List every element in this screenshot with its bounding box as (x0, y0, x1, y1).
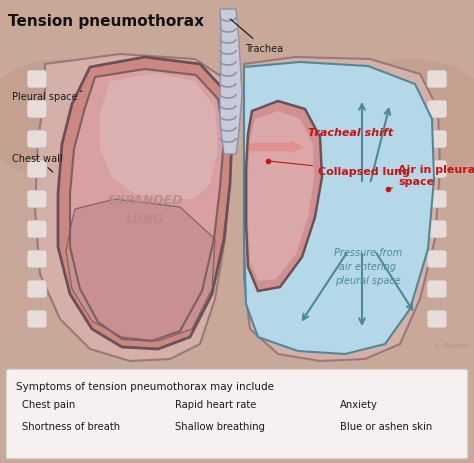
Polygon shape (66, 200, 215, 341)
Text: Shallow breathing: Shallow breathing (175, 421, 265, 431)
FancyBboxPatch shape (427, 281, 447, 298)
FancyBboxPatch shape (27, 281, 47, 298)
Text: Anxiety: Anxiety (340, 399, 378, 409)
Polygon shape (220, 10, 242, 155)
Text: Shortness of breath: Shortness of breath (22, 421, 120, 431)
FancyBboxPatch shape (427, 250, 447, 269)
Text: Pressure from
air entering
pleural space: Pressure from air entering pleural space (334, 247, 402, 285)
Text: Tension pneumothorax: Tension pneumothorax (8, 14, 204, 29)
Text: Chest wall: Chest wall (12, 154, 63, 173)
Text: Chest pain: Chest pain (22, 399, 75, 409)
Ellipse shape (52, 0, 422, 379)
FancyBboxPatch shape (427, 101, 447, 119)
FancyBboxPatch shape (427, 71, 447, 89)
Text: EXPANDED
LUNG: EXPANDED LUNG (107, 194, 183, 225)
Polygon shape (70, 70, 224, 341)
Text: Collapsed lung: Collapsed lung (271, 162, 410, 176)
Text: Tracheal shift: Tracheal shift (308, 128, 393, 138)
Text: Blue or ashen skin: Blue or ashen skin (340, 421, 432, 431)
Polygon shape (100, 74, 218, 200)
Polygon shape (244, 58, 440, 361)
FancyBboxPatch shape (427, 220, 447, 238)
FancyBboxPatch shape (427, 131, 447, 149)
Polygon shape (244, 63, 434, 354)
FancyBboxPatch shape (427, 161, 447, 179)
Ellipse shape (0, 60, 140, 180)
Text: Symptoms of tension pneumothorax may include: Symptoms of tension pneumothorax may inc… (16, 381, 274, 391)
Ellipse shape (197, 0, 277, 75)
Ellipse shape (334, 60, 474, 180)
Polygon shape (246, 102, 322, 291)
FancyBboxPatch shape (427, 191, 447, 208)
Polygon shape (58, 58, 232, 349)
FancyBboxPatch shape (27, 161, 47, 179)
Text: Rapid heart rate: Rapid heart rate (175, 399, 256, 409)
Text: Air in pleural
space: Air in pleural space (391, 165, 474, 189)
FancyBboxPatch shape (27, 310, 47, 328)
FancyBboxPatch shape (27, 131, 47, 149)
FancyBboxPatch shape (27, 191, 47, 208)
Text: Pleural space: Pleural space (12, 92, 82, 102)
FancyBboxPatch shape (6, 369, 468, 459)
Text: Trachea: Trachea (230, 20, 283, 54)
Text: K. Bucher: K. Bucher (435, 342, 469, 348)
FancyBboxPatch shape (27, 250, 47, 269)
FancyBboxPatch shape (27, 71, 47, 89)
Polygon shape (248, 112, 314, 282)
Polygon shape (35, 55, 230, 361)
FancyArrowPatch shape (251, 142, 302, 153)
FancyBboxPatch shape (427, 310, 447, 328)
FancyBboxPatch shape (27, 220, 47, 238)
FancyBboxPatch shape (27, 101, 47, 119)
